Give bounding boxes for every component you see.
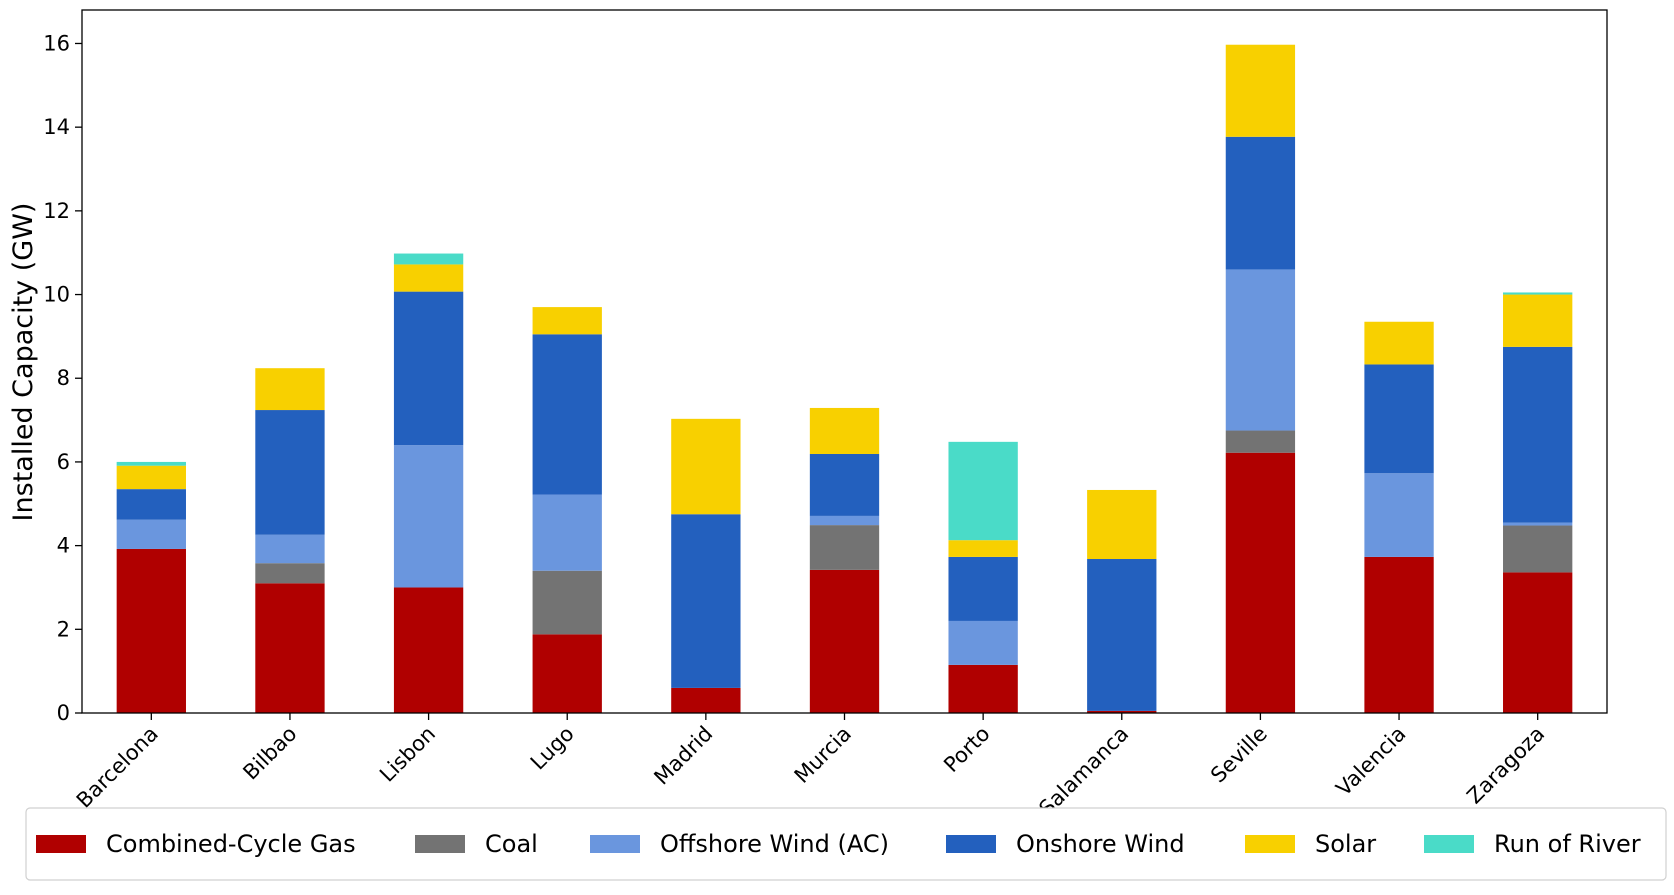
bar-segment (116, 489, 186, 520)
bar-segment (393, 264, 464, 292)
bar-segment (809, 525, 880, 570)
bar-segment (393, 445, 464, 588)
bar-segment (532, 634, 602, 713)
x-tick-label: Salamanca (1034, 722, 1133, 821)
legend-swatch (1245, 835, 1295, 853)
bar-segment (1503, 346, 1573, 523)
bars-layer (116, 44, 1573, 713)
legend-frame (25, 807, 1667, 881)
x-tick-label: Lugo (526, 722, 579, 775)
bar-segment (1364, 321, 1434, 365)
x-tick-label: Zaragoza (1462, 722, 1549, 809)
y-tick-label: 10 (43, 283, 70, 307)
legend-swatch (590, 835, 640, 853)
bar-segment (1503, 292, 1573, 295)
legend-label: Run of River (1494, 830, 1641, 858)
bar-segment (532, 307, 602, 335)
bar-segment (116, 519, 186, 549)
legend-label: Coal (485, 830, 538, 858)
bar-segment (116, 465, 186, 490)
y-tick-label: 6 (57, 450, 70, 474)
y-tick-label: 2 (57, 617, 70, 641)
bar-segment (1225, 44, 1296, 137)
bar-segment (948, 540, 1018, 557)
bar-segment (255, 410, 325, 535)
bar-segment (1225, 136, 1296, 270)
bar-segment (1225, 430, 1296, 453)
y-tick-label: 4 (57, 534, 70, 558)
bar-segment (671, 418, 741, 515)
bar-segment (532, 494, 602, 571)
bar-segment (1364, 364, 1434, 474)
bar-segment (948, 664, 1018, 713)
bar-segment (1503, 572, 1573, 713)
x-tick-label: Seville (1206, 722, 1272, 788)
x-tick-label: Lisbon (375, 722, 440, 787)
bar-segment (532, 334, 602, 495)
x-tick-label: Porto (939, 722, 994, 777)
bar-segment (809, 515, 880, 526)
bar-segment (255, 583, 325, 713)
bar-segment (116, 548, 186, 713)
bar-segment (671, 514, 741, 688)
bar-segment (809, 453, 880, 516)
y-tick-label: 14 (43, 115, 70, 139)
y-tick-label: 16 (43, 31, 70, 55)
legend-swatch (415, 835, 465, 853)
legend-swatch (36, 835, 86, 853)
legend-label: Offshore Wind (AC) (660, 830, 889, 858)
x-tick-label: Valencia (1331, 722, 1410, 801)
legend-label: Combined-Cycle Gas (106, 830, 356, 858)
legend-swatch (1424, 835, 1474, 853)
bar-segment (1087, 559, 1157, 711)
bar-segment (116, 461, 186, 466)
y-tick-label: 0 (57, 701, 70, 725)
x-tick-label: Bilbao (238, 722, 301, 785)
bar-segment (1364, 556, 1434, 713)
legend-swatch (946, 835, 996, 853)
bar-segment (255, 563, 325, 584)
y-tick-label: 12 (43, 199, 70, 223)
bar-segment (393, 291, 464, 446)
bar-segment (1087, 710, 1157, 713)
bar-segment (1503, 525, 1573, 573)
bar-segment (1503, 522, 1573, 526)
legend: Combined-Cycle Gas Coal Offshore Wind (AC)… (25, 807, 1667, 881)
bar-segment (948, 620, 1018, 665)
bar-segment (393, 253, 464, 265)
bar-segment (671, 687, 741, 713)
bar-segment (1225, 452, 1296, 713)
bar-segment (1503, 294, 1573, 347)
legend-label: Onshore Wind (1016, 830, 1185, 858)
x-tick-label: Murcia (790, 722, 856, 788)
bar-segment (948, 441, 1018, 541)
legend-label: Solar (1315, 830, 1376, 858)
bar-segment (1087, 489, 1157, 559)
y-axis-title: Installed Capacity (GW) (8, 203, 39, 522)
bar-segment (809, 407, 880, 454)
bar-segment (532, 570, 602, 635)
bar-segment (255, 534, 325, 564)
y-tick-label: 8 (57, 366, 70, 390)
x-tick-label: Madrid (649, 722, 717, 790)
bar-segment (255, 368, 325, 411)
x-tick-label: Barcelona (72, 722, 163, 813)
bar-segment (1225, 269, 1296, 431)
bar-segment (393, 587, 464, 713)
bar-segment (948, 556, 1018, 621)
bar-segment (1364, 473, 1434, 557)
bar-segment (809, 569, 880, 713)
